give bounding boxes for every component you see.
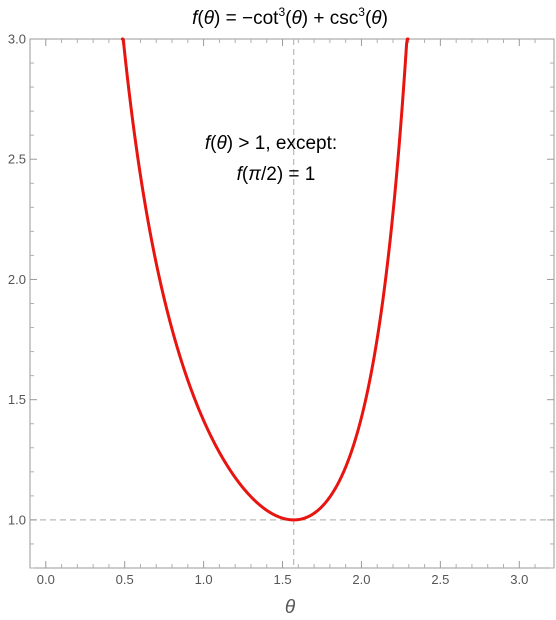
title-var3: θ (371, 8, 382, 29)
annot1-var: θ (216, 133, 227, 154)
x-tick-label: 2.0 (352, 572, 370, 587)
title-fn: f (192, 8, 199, 29)
x-tick-label: 3.0 (510, 572, 528, 587)
annot2-fn: f (237, 164, 244, 185)
title-exp2: 3 (358, 5, 365, 19)
title-end-open: ( (365, 8, 372, 29)
x-tick-label: 1.0 (195, 572, 213, 587)
x-axis-title: θ (285, 597, 296, 618)
chart-title: f(θ) = −cot3(θ) + csc3(θ) (192, 5, 388, 29)
annot1-close: ) > 1, except: (227, 133, 337, 154)
x-tick-label: 0.5 (116, 572, 134, 587)
title-exp1: 3 (278, 5, 285, 19)
title-var2: θ (291, 8, 302, 29)
x-tick-label: 1.5 (273, 572, 291, 587)
plot-frame (29, 38, 555, 569)
annot1-fn: f (205, 133, 212, 154)
y-tick-label: 1.5 (8, 392, 26, 407)
title-lparen: ( (197, 8, 204, 29)
axis-ticks: 0.0 0.5 1.0 1.5 2.0 2.5 3.0 1.0 1.5 2.0 2.5 3.0 (8, 32, 554, 587)
title-end-close: ) (382, 8, 388, 29)
title-rparen-eq: ) = −cot (214, 8, 279, 29)
annotation-line-2: f(π/2) = 1 (237, 164, 316, 185)
annot2-close: /2) = 1 (261, 164, 315, 185)
y-tick-label: 2.0 (8, 272, 26, 287)
series-curve (120, 37, 410, 522)
title-var: θ (204, 8, 215, 29)
x-tick-label: 2.5 (431, 572, 449, 587)
annot2-open: ( (242, 164, 249, 185)
annot1-open: ( (210, 133, 217, 154)
x-tick-label: 0.0 (37, 572, 55, 587)
title-mid-open: ( (285, 8, 292, 29)
annot2-var: π (248, 164, 262, 185)
annotation-line-1: f(θ) > 1, except: (205, 133, 337, 154)
title-mid-close: ) + csc (302, 8, 358, 29)
y-tick-label: 2.5 (8, 152, 26, 167)
y-tick-label: 1.0 (8, 512, 26, 527)
y-tick-label: 3.0 (8, 32, 26, 47)
